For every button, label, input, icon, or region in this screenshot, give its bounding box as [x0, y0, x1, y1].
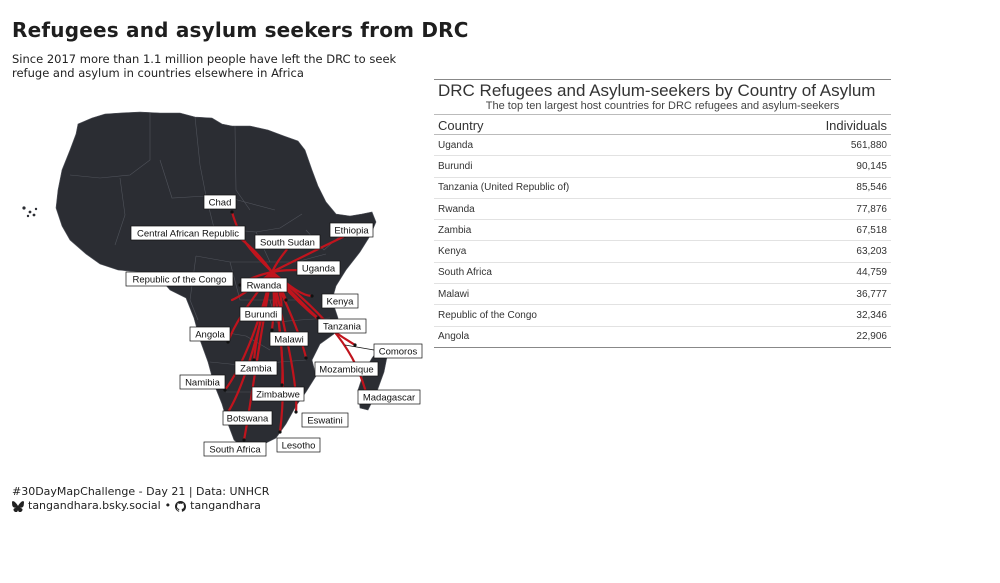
table-row: Tanzania (United Republic of) 85,546: [434, 177, 891, 199]
table-row: Republic of the Congo 32,346: [434, 304, 891, 327]
table-row: Angola 22,906: [434, 326, 891, 348]
cell-individuals: 77,876: [738, 198, 891, 221]
cell-individuals: 561,880: [738, 134, 891, 157]
cell-individuals: 22,906: [738, 326, 891, 348]
svg-text:Malawi: Malawi: [274, 335, 304, 346]
svg-text:Botswana: Botswana: [227, 414, 269, 425]
label-chad: Chad: [203, 194, 237, 210]
svg-text:South Africa: South Africa: [209, 445, 261, 456]
svg-text:Angola: Angola: [195, 330, 225, 341]
svg-text:Madagascar: Madagascar: [363, 393, 415, 404]
label-eswatini: Eswatini: [301, 412, 349, 428]
cell-country: Kenya: [434, 240, 739, 263]
footer-credit: #30DayMapChallenge - Day 21 | Data: UNHC…: [12, 485, 270, 498]
label-uganda: Uganda: [296, 260, 341, 276]
svg-text:Zambia: Zambia: [240, 364, 272, 375]
column-header-country: Country: [434, 114, 739, 135]
cell-individuals: 67,518: [738, 219, 891, 242]
table-row: Uganda 561,880: [434, 134, 891, 157]
label-angola: Angola: [189, 326, 231, 342]
page-title: Refugees and asylum seekers from DRC: [12, 18, 469, 42]
table-header-row: Country Individuals: [434, 114, 891, 135]
svg-text:Lesotho: Lesotho: [282, 441, 316, 452]
svg-text:Central African Republic: Central African Republic: [137, 229, 239, 240]
svg-text:Zimbabwe: Zimbabwe: [256, 390, 300, 401]
cell-individuals: 63,203: [738, 240, 891, 263]
label-tanzania: Tanzania: [317, 318, 367, 334]
svg-text:Comoros: Comoros: [379, 347, 418, 358]
page-subtitle: Since 2017 more than 1.1 million people …: [12, 52, 397, 80]
label-kenya: Kenya: [321, 293, 359, 309]
label-central-african-republic: Central African Republic: [130, 225, 246, 241]
label-madagascar: Madagascar: [357, 389, 421, 405]
label-malawi: Malawi: [269, 331, 309, 347]
svg-text:Namibia: Namibia: [185, 378, 221, 389]
table-row: Burundi 90,145: [434, 155, 891, 178]
svg-text:Mozambique: Mozambique: [319, 365, 373, 376]
cell-country: Rwanda: [434, 198, 739, 221]
svg-text:Rwanda: Rwanda: [247, 281, 283, 292]
label-mozambique: Mozambique: [314, 361, 379, 377]
label-south-africa: South Africa: [203, 441, 267, 457]
butterfly-icon: [12, 500, 24, 512]
label-rwanda: Rwanda: [240, 277, 288, 293]
svg-text:Republic of the Congo: Republic of the Congo: [132, 275, 226, 286]
label-botswana: Botswana: [222, 410, 273, 426]
label-lesotho: Lesotho: [276, 437, 321, 453]
label-comoros: Comoros: [373, 343, 423, 359]
github-handle[interactable]: tangandhara: [190, 499, 261, 512]
svg-text:Chad: Chad: [209, 198, 232, 209]
label-namibia: Namibia: [179, 374, 226, 390]
table-row: South Africa 44,759: [434, 262, 891, 285]
cell-individuals: 44,759: [738, 262, 891, 285]
cell-individuals: 85,546: [738, 177, 891, 199]
svg-text:Kenya: Kenya: [327, 297, 355, 308]
cell-individuals: 90,145: [738, 155, 891, 178]
bluesky-handle[interactable]: tangandhara.bsky.social: [28, 499, 161, 512]
table-subtitle: The top ten largest host countries for D…: [485, 100, 840, 112]
cape-verde-islands: [22, 206, 38, 218]
host-countries-table: DRC Refugees and Asylum-seekers by Count…: [434, 79, 891, 348]
table-row: Zambia 67,518: [434, 219, 891, 242]
label-zimbabwe: Zimbabwe: [251, 386, 305, 402]
github-icon: [175, 500, 187, 512]
label-south-sudan: South Sudan: [254, 234, 321, 250]
footer-separator: •: [164, 499, 172, 512]
cell-country: Zambia: [434, 219, 739, 242]
cell-country: Malawi: [434, 283, 739, 306]
map-labels: Chad Central African Republic South Suda…: [125, 194, 423, 457]
cell-individuals: 36,777: [738, 283, 891, 306]
cell-country: Angola: [434, 326, 739, 348]
table-title: DRC Refugees and Asylum-seekers by Count…: [438, 81, 876, 100]
label-zambia: Zambia: [234, 360, 278, 376]
label-ethiopia: Ethiopia: [329, 222, 374, 238]
africa-map: Chad Central African Republic South Suda…: [22, 111, 423, 457]
svg-text:South Sudan: South Sudan: [260, 238, 315, 249]
cell-country: Burundi: [434, 155, 739, 178]
table-row: Kenya 63,203: [434, 240, 891, 263]
cell-individuals: 32,346: [738, 304, 891, 327]
cell-country: South Africa: [434, 262, 739, 285]
column-header-individuals: Individuals: [738, 114, 891, 135]
table-row: Malawi 36,777: [434, 283, 891, 306]
cell-country: Republic of the Congo: [434, 304, 739, 327]
svg-text:Tanzania: Tanzania: [323, 322, 362, 333]
table-row: Rwanda 77,876: [434, 198, 891, 221]
label-republic-of-the-congo: Republic of the Congo: [125, 271, 234, 287]
svg-text:Eswatini: Eswatini: [307, 416, 342, 427]
svg-text:Uganda: Uganda: [302, 264, 336, 275]
svg-text:Burundi: Burundi: [245, 310, 278, 321]
cell-country: Uganda: [434, 134, 739, 157]
footer: #30DayMapChallenge - Day 21 | Data: UNHC…: [12, 485, 269, 513]
cell-country: Tanzania (United Republic of): [434, 177, 739, 199]
label-burundi: Burundi: [239, 306, 283, 322]
svg-text:Ethiopia: Ethiopia: [334, 226, 369, 237]
footer-social: tangandhara.bsky.social • tangandhara: [12, 499, 269, 513]
